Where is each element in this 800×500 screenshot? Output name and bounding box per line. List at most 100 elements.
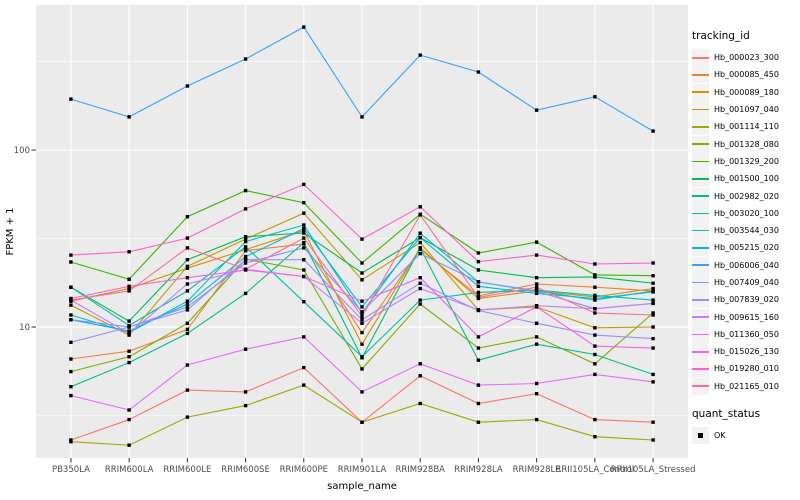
- data-point: [593, 326, 597, 330]
- data-point: [185, 331, 190, 336]
- data-point: [534, 335, 539, 339]
- data-point: [302, 226, 306, 231]
- legend-item: Hb_019280_010: [692, 360, 800, 378]
- legend-key: [692, 49, 709, 67]
- data-point: [360, 420, 364, 424]
- data-point: [593, 344, 597, 348]
- data-point: [243, 291, 248, 296]
- data-point: [360, 271, 364, 275]
- data-point: [185, 264, 190, 269]
- series-color-line-icon: [692, 298, 709, 301]
- legend-item-label: Hb_000085_450: [714, 70, 779, 80]
- data-point: [243, 245, 248, 249]
- legend-item-label: Hb_001114_110: [714, 122, 779, 132]
- series-color-line-icon: [692, 212, 709, 215]
- data-point: [69, 97, 73, 101]
- legend-item-label: Hb_007409_040: [714, 278, 779, 287]
- data-point: [476, 70, 481, 74]
- legend-item-label: Hb_021165_010: [714, 381, 779, 391]
- series-color-line-icon: [692, 333, 709, 336]
- data-point: [185, 321, 190, 325]
- series-color-line-icon: [692, 126, 709, 128]
- data-point: [69, 313, 73, 317]
- series-color-line-icon: [692, 281, 709, 284]
- data-point: [243, 254, 248, 259]
- data-point: [302, 246, 306, 250]
- data-point: [127, 331, 131, 336]
- legend-item-label: Hb_001328_080: [714, 139, 779, 149]
- data-point: [185, 308, 190, 312]
- legend-key: [692, 135, 709, 153]
- legend-item: Hb_000089_180: [692, 83, 800, 101]
- data-point: [360, 299, 364, 303]
- series-color-line-icon: [692, 108, 709, 111]
- data-point: [127, 417, 131, 422]
- data-point: [418, 231, 422, 235]
- data-point: [360, 390, 364, 394]
- data-point: [534, 285, 539, 289]
- data-point: [593, 293, 597, 298]
- data-point: [534, 276, 539, 280]
- data-point: [185, 415, 190, 419]
- data-point: [302, 240, 306, 245]
- data-point: [185, 282, 190, 286]
- data-point: [534, 417, 539, 422]
- data-point: [360, 115, 364, 119]
- data-point: [243, 247, 248, 252]
- data-point: [651, 313, 655, 317]
- data-point: [243, 188, 248, 193]
- data-point: [302, 383, 306, 387]
- data-point: [302, 258, 306, 262]
- data-point: [593, 311, 597, 315]
- x-tick-label: RRIM600PE: [280, 465, 328, 475]
- legend-item-quant-ok: OK: [692, 427, 800, 445]
- data-point: [302, 300, 306, 304]
- data-point: [534, 289, 539, 294]
- data-point: [127, 286, 131, 291]
- legend-item-label: Hb_019280_010: [714, 364, 779, 374]
- data-point: [534, 291, 539, 296]
- series-color-line-icon: [692, 385, 709, 388]
- legend-item: Hb_011360_050: [692, 325, 800, 343]
- legend-key: [692, 256, 709, 274]
- data-point: [534, 253, 539, 257]
- data-point: [418, 213, 422, 217]
- data-point: [243, 207, 248, 211]
- legend-item-label: Hb_005215_020: [714, 243, 779, 253]
- legend-key: [692, 66, 709, 84]
- data-point: [418, 246, 422, 250]
- legend-key: [692, 377, 709, 395]
- data-point: [69, 340, 73, 344]
- data-point: [593, 296, 597, 301]
- data-point: [360, 237, 364, 241]
- data-point: [593, 333, 597, 337]
- data-point: [69, 260, 73, 264]
- legend-item: Hb_000023_300: [692, 49, 800, 67]
- data-point: [651, 438, 655, 442]
- data-point: [534, 392, 539, 396]
- data-point: [418, 401, 422, 406]
- data-point: [534, 108, 539, 112]
- x-axis-title: sample_name: [327, 481, 397, 492]
- data-point: [302, 231, 306, 235]
- data-point: [476, 358, 481, 362]
- data-point: [593, 285, 597, 289]
- x-tick-labels: PB350LA RRIM600LA RRIM600LE RRIM600SE RRIM60…: [52, 465, 696, 475]
- data-point: [360, 278, 364, 282]
- data-point: [476, 268, 481, 272]
- data-point: [418, 362, 422, 366]
- x-tick-label: RRII105LA_Control: [555, 465, 634, 475]
- data-point: [651, 311, 655, 315]
- data-point: [69, 440, 73, 444]
- data-point: [651, 325, 655, 329]
- legend-item-label: Hb_003020_100: [714, 208, 779, 218]
- data-point: [360, 314, 364, 318]
- x-tick-label: RRIM600LE: [163, 465, 211, 475]
- data-point: [69, 357, 73, 361]
- data-point: [127, 355, 131, 359]
- legend-key: [692, 239, 709, 257]
- data-point: [593, 273, 597, 277]
- data-point: [593, 372, 597, 377]
- data-point: [302, 211, 306, 215]
- data-point: [360, 342, 364, 346]
